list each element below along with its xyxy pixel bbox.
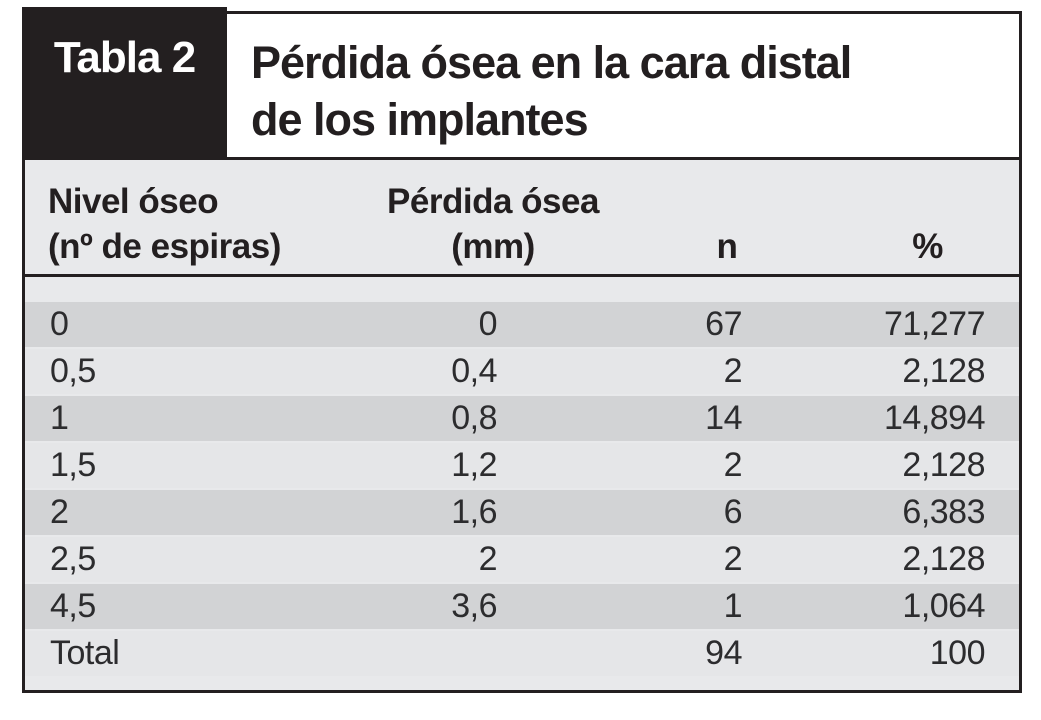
- cell-perdida: 0: [478, 305, 498, 343]
- figure-title-line1: Pérdida ósea en la cara distal: [251, 37, 852, 88]
- column-header-text: [836, 179, 1019, 224]
- column-header-text: [618, 179, 836, 224]
- cell-nivel: 4,5: [50, 587, 96, 625]
- figure-title: Pérdida ósea en la cara distal de los im…: [227, 11, 1022, 157]
- cell-nivel: 1: [50, 399, 69, 437]
- cell-pct: 1,064: [902, 587, 985, 625]
- table-row-total: Total 94 100: [25, 631, 1019, 676]
- cell-nivel: 2,5: [50, 540, 96, 578]
- cell-pct: 2,128: [902, 540, 985, 578]
- data-table: Nivel óseo (nº de espiras) Pérdida ósea …: [22, 157, 1022, 693]
- cell-perdida: 0,8: [451, 399, 497, 437]
- cell-nivel: 2: [50, 493, 69, 531]
- cell-n: 1: [723, 587, 743, 625]
- table-row: 0 0 67 71,277: [25, 302, 1019, 347]
- cell-pct: 14,894: [884, 399, 986, 437]
- cell-perdida: 2: [478, 540, 498, 578]
- column-header-percent: %: [836, 179, 1019, 274]
- cell-pct: 100: [929, 634, 986, 672]
- column-header-text: n: [716, 227, 738, 266]
- table-row: 1 0,8 14 14,894: [25, 396, 1019, 441]
- cell-nivel: 0: [50, 305, 69, 343]
- cell-n: 14: [705, 399, 742, 437]
- column-header-text: %: [912, 227, 943, 266]
- cell-nivel: 1,5: [50, 446, 96, 484]
- cell-perdida: 1,2: [451, 446, 497, 484]
- cell-n: 2: [723, 446, 743, 484]
- table-row: 4,5 3,6 1 1,064: [25, 584, 1019, 629]
- cell-nivel: 0,5: [50, 352, 96, 390]
- table-number-label: Tabla 2: [22, 7, 227, 157]
- table-rows: 0 0 67 71,277 0,5 0,4 2 2,128 1 0,8 14 1…: [25, 302, 1019, 676]
- cell-n: 94: [705, 634, 742, 672]
- cell-nivel: Total: [50, 634, 120, 672]
- column-header-text: Pérdida ósea: [387, 182, 599, 221]
- cell-pct: 2,128: [902, 352, 985, 390]
- column-header-nivel-oseo: Nivel óseo (nº de espiras): [25, 179, 368, 274]
- cell-n: 2: [723, 352, 743, 390]
- cell-pct: 2,128: [902, 446, 985, 484]
- cell-perdida: 3,6: [451, 587, 497, 625]
- table-row: 2,5 2 2 2,128: [25, 537, 1019, 582]
- figure-title-line2: de los implantes: [251, 94, 589, 145]
- column-header-n: n: [618, 179, 836, 274]
- table-row: 1,5 1,2 2 2,128: [25, 443, 1019, 488]
- table-row: 2 1,6 6 6,383: [25, 490, 1019, 535]
- column-header-text: (mm): [451, 227, 535, 266]
- cell-pct: 6,383: [902, 493, 985, 531]
- cell-perdida: 1,6: [451, 493, 497, 531]
- column-header-perdida-osea: Pérdida ósea (mm): [368, 179, 618, 274]
- table-row: 0,5 0,4 2 2,128: [25, 349, 1019, 394]
- table-header-row: Nivel óseo (nº de espiras) Pérdida ósea …: [25, 160, 1019, 277]
- column-header-text: (nº de espiras): [48, 227, 281, 266]
- table-number-text: Tabla 2: [53, 33, 196, 82]
- cell-perdida: 0,4: [451, 352, 497, 390]
- cell-n: 2: [723, 540, 743, 578]
- column-header-text: Nivel óseo: [48, 182, 219, 221]
- cell-pct: 71,277: [884, 305, 986, 343]
- cell-n: 67: [705, 305, 742, 343]
- cell-n: 6: [723, 493, 743, 531]
